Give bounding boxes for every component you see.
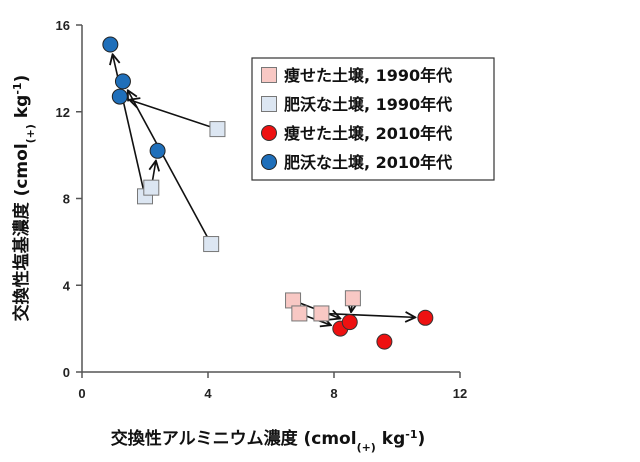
legend-label: 肥沃な土壌, 2010年代: [284, 153, 452, 172]
circle-marker: [114, 73, 131, 90]
trend-arrow: [129, 100, 214, 129]
axes: 0 4 8 12 0 4 8 12 16: [56, 18, 468, 401]
square-marker: [203, 236, 220, 253]
legend-label: 痩せた土壌, 1990年代: [284, 66, 452, 85]
y-axis-title: 交換性塩基濃度 (cmol(+) kg-1): [11, 75, 37, 322]
arrows-layer: [113, 54, 416, 325]
legend-label: 肥沃な土壌, 1990年代: [284, 95, 452, 114]
legend-circle-marker: [261, 125, 277, 141]
y-tick-label: 12: [56, 105, 70, 120]
marks-layer: [102, 36, 434, 350]
circle-marker: [102, 36, 119, 53]
trend-arrow: [128, 90, 210, 241]
circle-marker: [417, 309, 434, 326]
legend-label: 痩せた土壌, 2010年代: [284, 124, 452, 143]
y-tick-label: 0: [63, 365, 70, 380]
square-marker: [209, 121, 226, 138]
x-tick-label: 12: [453, 386, 467, 401]
x-tick-label: 0: [78, 386, 85, 401]
square-marker: [313, 305, 330, 322]
y-tick-label: 8: [63, 192, 70, 207]
y-tick-label: 4: [63, 278, 71, 293]
trend-arrow: [113, 54, 145, 193]
circle-marker: [341, 314, 358, 331]
circle-marker: [111, 88, 128, 105]
trend-arrow: [325, 314, 415, 318]
square-marker: [291, 305, 308, 322]
legend-circle-marker: [261, 154, 277, 170]
circle-marker: [149, 142, 166, 159]
legend-box: [251, 57, 495, 181]
x-tick-label: 8: [330, 386, 337, 401]
square-marker: [344, 290, 361, 307]
y-tick-label: 16: [56, 18, 70, 33]
legend-square-marker: [261, 67, 277, 83]
legend-square-marker: [261, 96, 277, 112]
x-tick-label: 4: [204, 386, 212, 401]
x-axis-title: 交換性アルミニウム濃度 (cmol(+) kg-1): [111, 428, 426, 454]
square-marker: [143, 179, 160, 196]
circle-marker: [376, 333, 393, 350]
